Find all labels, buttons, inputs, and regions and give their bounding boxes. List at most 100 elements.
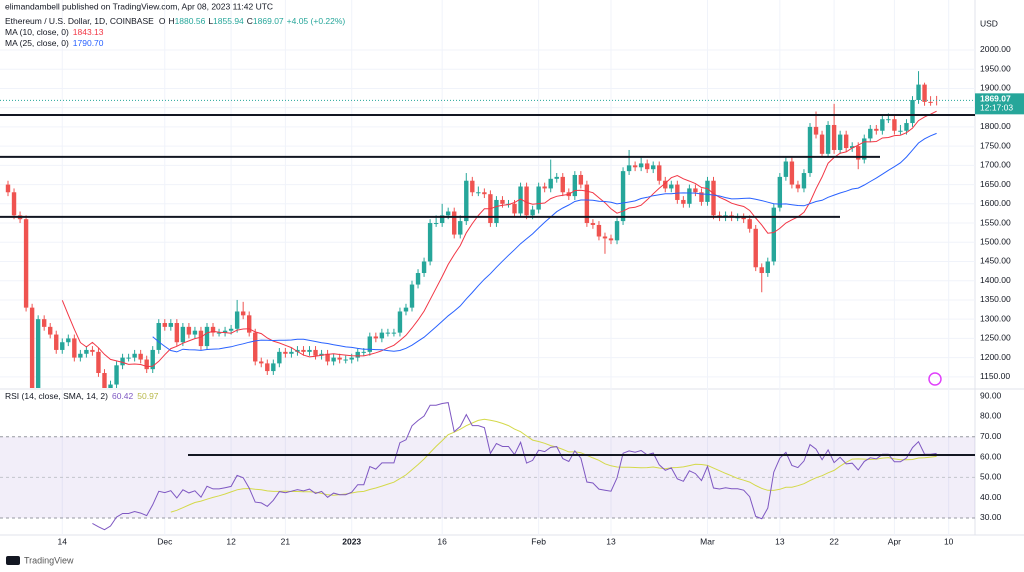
candle-body: [711, 180, 716, 216]
candle-body: [126, 357, 131, 359]
labels: elimandambell published on TradingView.c…: [5, 1, 1024, 565]
candle-body: [144, 359, 149, 370]
candle-body: [765, 261, 770, 274]
candle-body: [41, 319, 47, 327]
candle-body: [60, 342, 65, 350]
candle-body: [753, 228, 758, 268]
candle-body: [512, 203, 517, 214]
y-tick-label: 2000.00: [980, 44, 1011, 54]
candle-body: [367, 336, 372, 352]
candle-body: [687, 188, 692, 204]
candle-body: [928, 101, 933, 103]
candle-body: [638, 163, 644, 168]
candle-body: [186, 326, 192, 335]
rsi-tick-label: 90.00: [980, 390, 1002, 400]
candle-body: [349, 357, 354, 360]
candle-body: [138, 353, 143, 360]
candle-body: [856, 146, 861, 160]
price-tag: [975, 93, 1024, 115]
candle-body: [777, 176, 783, 208]
candle-body: [132, 353, 137, 358]
candle-body: [301, 349, 306, 352]
rsi-tick-label: 60.00: [980, 451, 1002, 461]
candle-body: [482, 192, 487, 195]
candle-body: [614, 221, 620, 241]
rsi-ma-value: 50.97: [137, 391, 159, 401]
candle-body: [783, 161, 789, 177]
candle-body: [759, 267, 764, 274]
candle-body: [379, 332, 385, 339]
y-tick-label: 1650.00: [980, 179, 1011, 189]
candle-body: [96, 351, 101, 374]
y-tick-label: 1600.00: [980, 198, 1011, 208]
rsi-tick-label: 50.00: [980, 472, 1002, 482]
candle-body: [84, 349, 89, 354]
x-tick-label: 10: [944, 536, 954, 546]
candle-body: [590, 223, 596, 225]
candle-body: [825, 124, 831, 154]
candle-body: [337, 357, 342, 360]
candle-body: [494, 199, 499, 224]
candle-body: [837, 134, 843, 150]
candle-body: [373, 336, 379, 339]
y-tick-label: 1550.00: [980, 217, 1011, 227]
candle-body: [361, 351, 366, 353]
candle-body: [572, 174, 578, 197]
candle-body: [524, 186, 529, 216]
candle-body: [868, 128, 873, 139]
candle-body: [319, 353, 324, 356]
y-tick-label: 1500.00: [980, 237, 1011, 247]
y-tick-label: 1150.00: [980, 371, 1010, 381]
candle-body: [880, 119, 885, 131]
y-tick-label: 1900.00: [980, 83, 1011, 93]
candle-body: [602, 236, 608, 239]
candle-body: [548, 178, 553, 189]
y-tick-label: 1750.00: [980, 140, 1011, 150]
candle-body: [265, 363, 270, 372]
grid: [0, 0, 975, 535]
rsi-name: RSI (14, close, SMA, 14, 2): [5, 391, 108, 401]
ohlc-key: H: [168, 16, 174, 26]
candle-body: [253, 332, 258, 362]
rsi-tick-label: 40.00: [980, 492, 1002, 502]
candle-body: [657, 165, 662, 181]
candle-body: [741, 217, 746, 220]
candle-body: [831, 124, 837, 150]
event-icon[interactable]: [928, 372, 942, 386]
x-tick-label: Apr: [888, 536, 901, 546]
candle-body: [162, 323, 167, 327]
candle-body: [578, 174, 584, 185]
candle-body: [72, 338, 77, 358]
ohlc-value: 1869.07: [253, 16, 284, 26]
moving-average: [61, 110, 937, 368]
ohlc-key: O: [159, 16, 166, 26]
y-tick-label: 1300.00: [980, 313, 1011, 323]
candle-body: [795, 184, 801, 189]
candle-body: [518, 186, 523, 214]
candle-body: [651, 165, 656, 170]
candle-body: [560, 176, 565, 193]
candle-body: [904, 123, 909, 131]
candle-body: [898, 130, 903, 132]
candle-body: [801, 173, 807, 189]
y-tick-label: 1950.00: [980, 63, 1011, 73]
candle-body: [198, 330, 204, 347]
branding: TradingView: [24, 555, 74, 565]
candle-body: [663, 180, 668, 189]
candle-body: [11, 192, 17, 216]
currency: USD: [980, 18, 998, 28]
candle-body: [283, 351, 288, 354]
candle-body: [458, 221, 463, 235]
candle-body: [843, 134, 849, 149]
candle-body: [644, 163, 650, 170]
x-tick-label: 13: [606, 536, 616, 546]
candle-body: [234, 311, 240, 329]
candle-body: [596, 224, 602, 237]
candle-body: [23, 219, 29, 308]
ma-value: 1843.13: [73, 27, 104, 37]
candle-body: [813, 126, 819, 135]
candle-body: [403, 307, 409, 312]
x-tick-label: Feb: [531, 536, 546, 546]
candle-body: [222, 330, 228, 333]
